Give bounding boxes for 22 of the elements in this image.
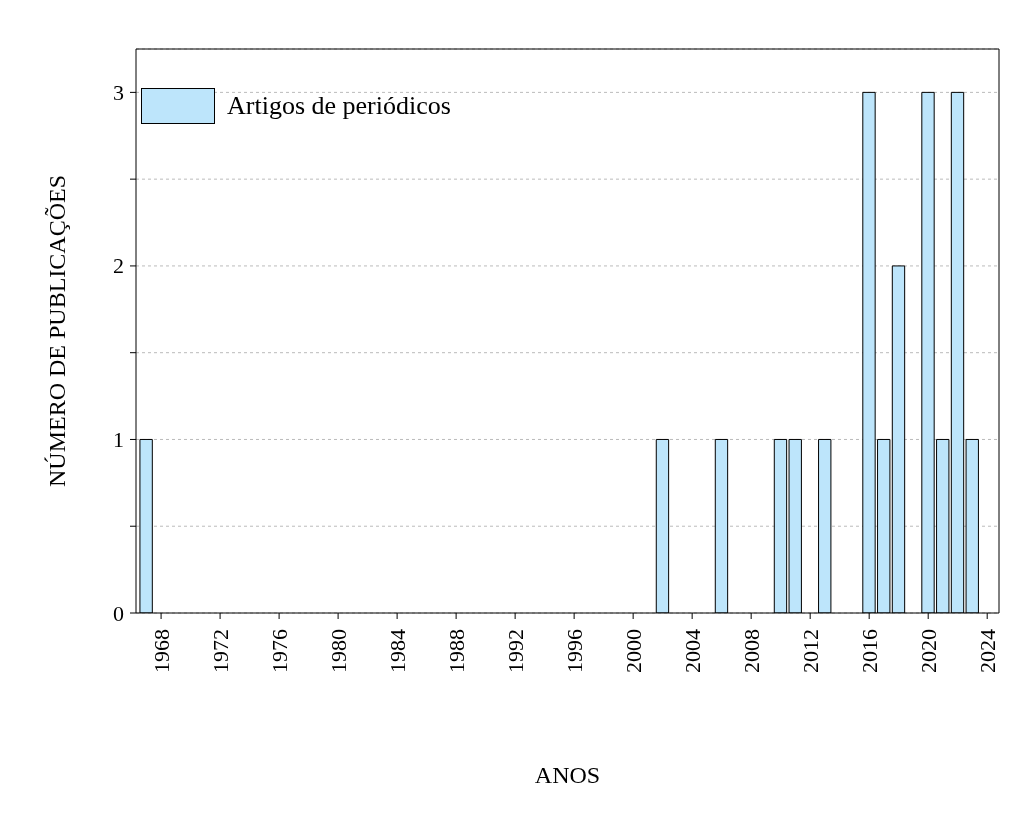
x-tick-label: 2024 bbox=[974, 629, 1000, 673]
x-tick-label: 2000 bbox=[620, 629, 646, 673]
x-tick-label: 2020 bbox=[915, 629, 941, 673]
x-tick-label: 2012 bbox=[797, 629, 823, 673]
x-tick-label: 2008 bbox=[738, 629, 764, 673]
y-tick-label: 3 bbox=[113, 79, 124, 105]
x-tick-label: 1988 bbox=[443, 629, 469, 673]
y-tick-label: 1 bbox=[113, 426, 124, 452]
x-axis-title: ANOS bbox=[534, 762, 601, 788]
y-axis-title: NÚMERO DE PUBLICAÇÕES bbox=[43, 174, 70, 488]
x-tick-label: 1976 bbox=[266, 629, 292, 673]
y-tick-label: 2 bbox=[113, 253, 124, 279]
x-tick-label: 1968 bbox=[148, 629, 174, 673]
legend-label: Artigos de periódicos bbox=[227, 91, 451, 121]
x-tick-label: 1972 bbox=[207, 629, 233, 673]
x-tick-label: 1992 bbox=[502, 629, 528, 673]
x-tick-label: 2004 bbox=[679, 629, 705, 673]
x-tick-label: 2016 bbox=[856, 629, 882, 673]
x-tick-label: 1996 bbox=[561, 629, 587, 673]
x-tick-label: 1984 bbox=[384, 629, 410, 673]
x-tick-label: 1980 bbox=[325, 629, 351, 673]
y-tick-label: 0 bbox=[113, 600, 124, 626]
